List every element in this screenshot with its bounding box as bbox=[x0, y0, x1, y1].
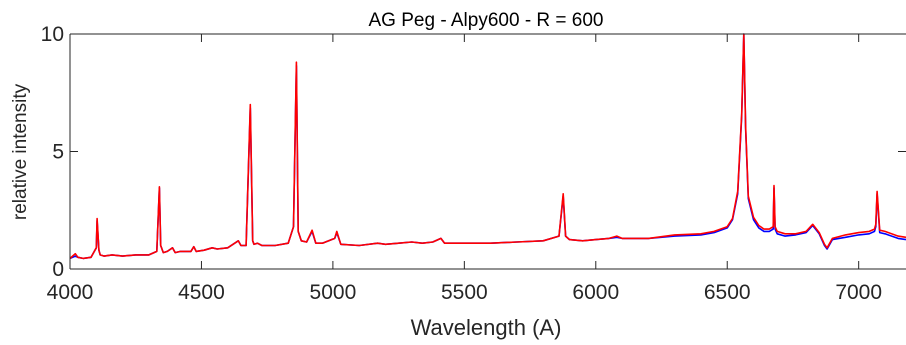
y-tick-label: 5 bbox=[52, 141, 64, 164]
chart-title: AG Peg - Alpy600 - R = 600 bbox=[369, 10, 604, 31]
x-tick-label: 6000 bbox=[572, 281, 619, 304]
x-axis-label: Wavelength (A) bbox=[411, 315, 562, 340]
x-tick-label: 5000 bbox=[310, 281, 357, 304]
x-tick-label: 4500 bbox=[178, 281, 225, 304]
y-tick-label: 0 bbox=[52, 258, 64, 281]
plot-background bbox=[70, 34, 906, 269]
series-line-2 bbox=[69, 33, 906, 260]
x-tick-label: 4000 bbox=[47, 281, 94, 304]
y-tick-label: 10 bbox=[41, 23, 64, 46]
x-ticks: 4000 4500 5000 5500 6000 6500 7000 bbox=[47, 34, 882, 304]
plot-area: 4000 4500 5000 5500 6000 6500 7000 0 5 10 bbox=[41, 23, 906, 304]
x-tick-label: 6500 bbox=[704, 281, 751, 304]
y-axis-label: relative intensity bbox=[10, 83, 31, 220]
x-tick-label: 7000 bbox=[835, 281, 882, 304]
series-layer bbox=[69, 33, 906, 260]
x-tick-label: 5500 bbox=[441, 281, 488, 304]
y-ticks: 0 5 10 bbox=[41, 23, 906, 281]
